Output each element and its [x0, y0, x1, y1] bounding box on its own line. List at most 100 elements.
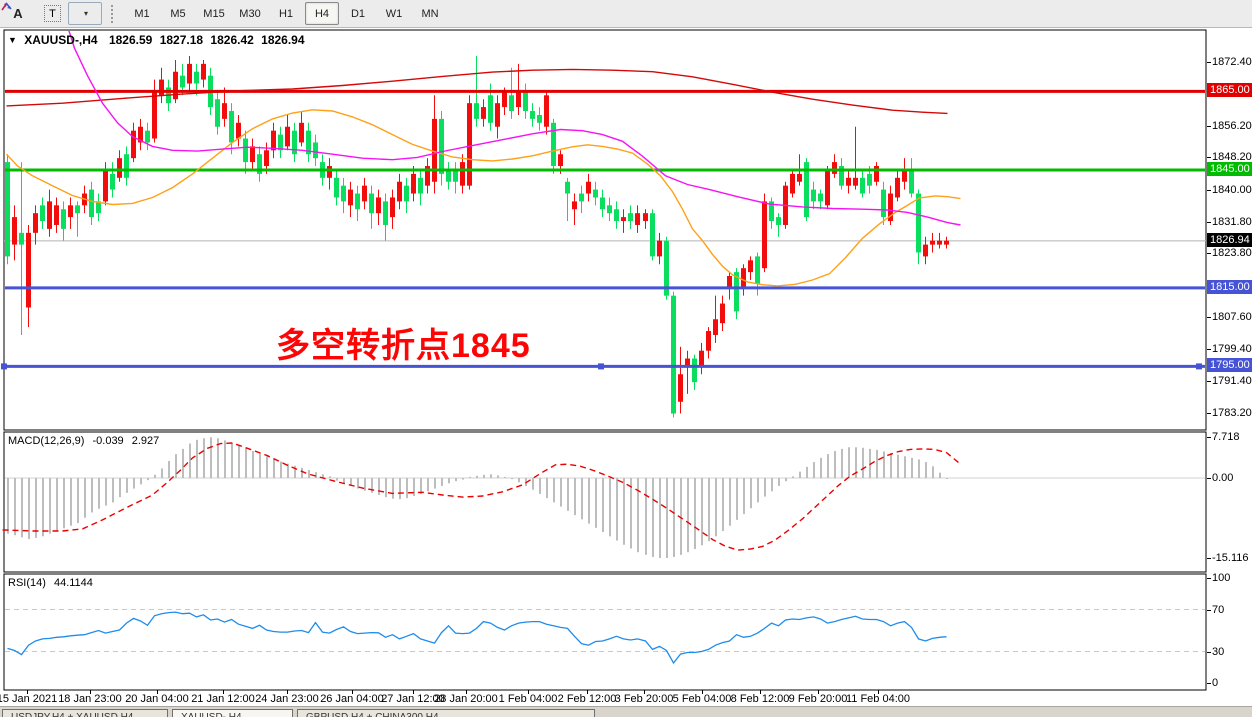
macd-signal-value: 2.927	[131, 435, 160, 447]
time-axis-label: 2 Feb 12:00	[557, 693, 617, 705]
chart-tab[interactable]: GBPUSD,H4 + CHINA300,H4	[297, 709, 595, 717]
time-axis-tick	[157, 690, 158, 694]
time-axis-tick	[287, 690, 288, 694]
timeframe-button-D1[interactable]: D1	[350, 7, 366, 20]
ohlc-low: 1826.42	[210, 33, 254, 47]
toolbar: A T ▾ M1 M5 M15 M30 H1 H4 D1 W1 MN	[0, 0, 1252, 28]
text-tool-button[interactable]: T	[44, 5, 61, 22]
price-badge-1845.00: 1845.00	[1207, 161, 1252, 176]
time-axis-tick	[352, 690, 353, 694]
rsi-axis-label: 100	[1212, 572, 1231, 584]
price-badge-1826.94: 1826.94	[1207, 232, 1252, 247]
time-axis-tick	[90, 690, 91, 694]
time-axis-label: 28 Jan 20:00	[434, 693, 498, 705]
time-axis-tick	[528, 690, 529, 694]
toolbar-grip[interactable]	[111, 4, 118, 23]
axis-tick	[1207, 62, 1211, 64]
price-badge-1795.00: 1795.00	[1207, 358, 1252, 373]
axis-tick	[1207, 412, 1211, 414]
chart-tab[interactable]: USDJPY,H4 + XAUUSD,H4	[2, 709, 168, 717]
main-panel-border	[3, 29, 1207, 431]
timeframe-toolbar: M1 M5 M15 M30 H1 H4 D1 W1 MN	[124, 2, 448, 25]
macd-panel-border	[3, 431, 1207, 573]
rsi-panel-border	[3, 573, 1207, 691]
ohlc-close: 1826.94	[261, 33, 305, 47]
macd-signal-line	[2, 442, 959, 551]
price-badge-1865.00: 1865.00	[1207, 83, 1252, 98]
macd-axis-label: 0.00	[1212, 472, 1234, 484]
time-axis-label: 20 Jan 04:00	[125, 693, 189, 705]
time-axis-tick	[587, 690, 588, 694]
macd-name: MACD(12,26,9)	[8, 435, 85, 447]
chart-tab[interactable]: XAUUSD-,H4	[172, 709, 293, 717]
time-axis-tick	[413, 690, 414, 694]
hline-handle[interactable]	[1196, 363, 1202, 370]
timeframe-button-M15[interactable]: M15	[203, 7, 225, 20]
timeframe-button-M30[interactable]: M30	[239, 7, 261, 20]
time-axis-label: 24 Jan 23:00	[255, 693, 319, 705]
axis-tick	[1207, 349, 1211, 351]
timeframe-button-W1[interactable]: W1	[385, 7, 403, 20]
time-axis-label: 27 Jan 12:00	[381, 693, 445, 705]
ohlc-high: 1827.18	[159, 33, 204, 47]
symbol-dropdown-icon[interactable]: ▼	[8, 35, 17, 45]
axis-tick	[1207, 558, 1211, 560]
price-axis-label: 1791.40	[1212, 374, 1252, 387]
candles-layer	[5, 56, 949, 418]
macd-indicator-label: MACD(12,26,9) -0.039 2.927	[8, 435, 159, 447]
time-axis-tick	[702, 690, 703, 694]
cursor-tool-button[interactable]: A	[13, 6, 23, 21]
price-badge-1815.00: 1815.00	[1207, 279, 1252, 294]
chart-annotation-text[interactable]: 多空转折点1845	[276, 327, 531, 365]
axis-tick	[1207, 609, 1211, 611]
hline-handle[interactable]	[1, 363, 7, 370]
price-axis-label: 1840.00	[1212, 183, 1252, 196]
price-axis-label: 1783.20	[1212, 406, 1252, 419]
chart-title: ▼ XAUUSD-,H4 1826.59 1827.18 1826.42 182…	[8, 33, 305, 47]
rsi-indicator-label: RSI(14) 44.1144	[8, 577, 93, 589]
ma-mid-line	[5, 109, 961, 287]
axis-tick	[1207, 683, 1211, 684]
timeframe-button-MN[interactable]: MN	[421, 7, 439, 20]
axis-tick	[1207, 437, 1211, 439]
ma-fast-line	[68, 31, 961, 226]
timeframe-button-H1[interactable]: H1	[278, 7, 294, 20]
time-axis-tick	[27, 690, 28, 694]
arrows-tool-button[interactable]: ▾	[1, 2, 102, 25]
time-axis-tick	[223, 690, 224, 694]
rsi-line	[7, 611, 947, 665]
timeframe-button-M1[interactable]: M1	[134, 7, 150, 20]
time-axis-label: 8 Feb 12:00	[730, 693, 790, 705]
hline-handle[interactable]	[598, 363, 604, 370]
time-axis-label: 1 Feb 04:00	[498, 693, 558, 705]
axis-tick	[1207, 125, 1211, 127]
time-axis-label: 15 Jan 2021	[0, 693, 58, 705]
axis-tick	[1207, 478, 1211, 479]
axis-tick	[1207, 253, 1211, 255]
time-axis-label: 18 Jan 23:00	[58, 693, 122, 705]
price-axis-label: 1823.80	[1212, 247, 1252, 260]
rsi-value: 44.1144	[53, 577, 93, 589]
ohlc-open: 1826.59	[108, 33, 153, 47]
chart-tab-bar: USDJPY,H4 + XAUUSD,H4 XAUUSD-,H4 GBPUSD,H4…	[0, 706, 1252, 717]
axis-tick	[1207, 578, 1211, 579]
timeframe-button-M5[interactable]: M5	[170, 7, 186, 20]
rsi-axis-label: 0	[1212, 677, 1219, 689]
macd-axis-label: -15.116	[1212, 552, 1249, 565]
time-axis-tick	[818, 690, 819, 694]
price-axis-label: 1872.40	[1212, 56, 1252, 69]
axis-tick	[1207, 651, 1211, 653]
axis-tick	[1207, 221, 1211, 223]
price-axis-label: 1831.80	[1212, 215, 1252, 228]
price-axis-label: 1848.20	[1212, 151, 1252, 164]
rsi-axis-label: 70	[1212, 603, 1225, 616]
time-axis-tick	[760, 690, 761, 694]
axis-tick	[1207, 157, 1211, 159]
timeframe-button-H4[interactable]: H4	[305, 2, 339, 25]
symbol-period: XAUUSD-,H4	[24, 33, 98, 47]
macd-main-value: -0.039	[92, 435, 124, 447]
time-axis-label: 5 Feb 04:00	[672, 693, 732, 705]
macd-histogram	[7, 437, 948, 559]
chevron-down-icon: ▾	[83, 9, 88, 18]
